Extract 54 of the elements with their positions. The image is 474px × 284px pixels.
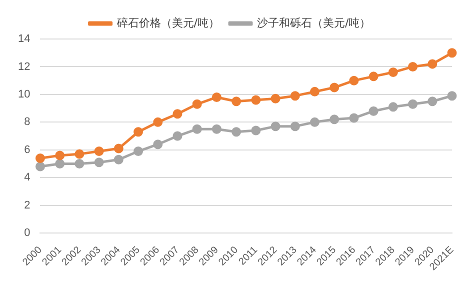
- legend-label: 碎石价格（美元/吨）: [116, 16, 220, 30]
- point: [428, 59, 438, 69]
- point: [310, 117, 320, 127]
- point: [349, 76, 359, 86]
- point: [153, 140, 163, 150]
- point: [270, 94, 280, 104]
- point: [212, 124, 222, 134]
- point: [368, 72, 378, 82]
- point: [408, 99, 418, 109]
- point: [192, 99, 202, 109]
- y-tick-label: 2: [24, 199, 30, 212]
- point: [172, 131, 182, 141]
- point: [349, 113, 359, 123]
- point: [428, 96, 438, 106]
- point: [172, 109, 182, 119]
- point: [447, 91, 457, 101]
- point: [134, 127, 144, 137]
- point: [94, 158, 104, 168]
- point: [368, 106, 378, 116]
- y-tick-label: 14: [18, 33, 30, 46]
- y-tick-label: 4: [24, 172, 30, 184]
- point: [55, 159, 65, 169]
- point: [55, 150, 65, 160]
- y-tick-label: 6: [24, 144, 30, 156]
- point: [388, 68, 398, 78]
- point: [114, 154, 124, 164]
- point: [330, 82, 340, 92]
- point: [270, 122, 280, 132]
- y-tick-label: 10: [18, 88, 30, 100]
- point: [330, 114, 340, 124]
- point: [232, 127, 242, 137]
- point: [290, 91, 300, 101]
- legend-label: 沙子和砾石（美元/吨）: [257, 16, 371, 30]
- point: [232, 96, 242, 106]
- point: [408, 62, 418, 72]
- point: [290, 122, 300, 132]
- point: [310, 86, 320, 96]
- point: [74, 149, 84, 159]
- y-tick-label: 0: [24, 227, 30, 240]
- point: [114, 144, 124, 154]
- y-tick-label: 8: [24, 116, 30, 128]
- point: [35, 162, 45, 172]
- point: [388, 102, 398, 112]
- y-tick-label: 12: [18, 60, 30, 73]
- point: [153, 117, 163, 127]
- point: [447, 48, 457, 58]
- point: [251, 126, 261, 136]
- point: [94, 146, 104, 156]
- point: [35, 153, 45, 163]
- point: [134, 146, 144, 156]
- point: [192, 124, 202, 134]
- point: [74, 159, 84, 169]
- point: [212, 92, 222, 102]
- point: [251, 95, 261, 105]
